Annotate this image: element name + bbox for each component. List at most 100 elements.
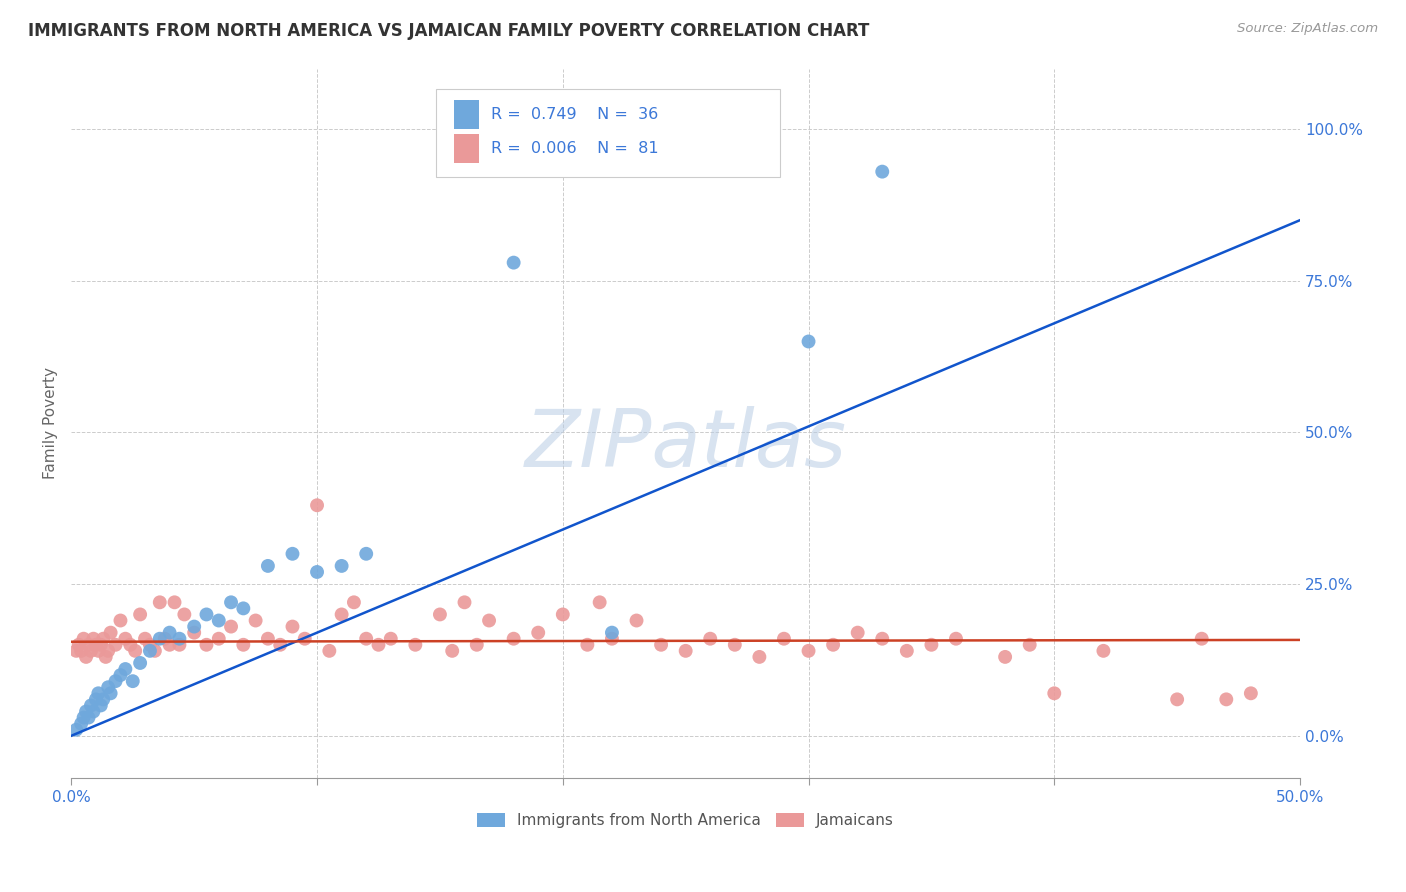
- Point: [797, 334, 820, 349]
- Point: [65, 644, 87, 658]
- Point: [80, 644, 103, 658]
- Point: [94, 649, 117, 664]
- Point: [1166, 692, 1188, 706]
- Point: [91, 692, 114, 706]
- Point: [576, 638, 599, 652]
- Point: [650, 638, 672, 652]
- Point: [129, 607, 152, 622]
- Point: [600, 625, 623, 640]
- Point: [1018, 638, 1040, 652]
- Point: [675, 644, 697, 658]
- Point: [87, 644, 110, 658]
- Point: [84, 692, 107, 706]
- Point: [257, 632, 280, 646]
- Point: [114, 632, 136, 646]
- Point: [441, 644, 464, 658]
- Point: [724, 638, 747, 652]
- Point: [281, 619, 304, 633]
- Point: [797, 644, 820, 658]
- Text: R =  0.749    N =  36: R = 0.749 N = 36: [491, 107, 658, 122]
- Point: [163, 595, 186, 609]
- Point: [343, 595, 366, 609]
- Point: [330, 558, 353, 573]
- Point: [114, 662, 136, 676]
- Point: [100, 625, 122, 640]
- Point: [429, 607, 451, 622]
- Point: [75, 649, 97, 664]
- Point: [124, 644, 146, 658]
- Text: ZIPatlas: ZIPatlas: [524, 406, 846, 483]
- Point: [77, 710, 100, 724]
- Point: [149, 595, 172, 609]
- Point: [465, 638, 488, 652]
- Point: [183, 619, 205, 633]
- Point: [139, 638, 162, 652]
- Point: [404, 638, 426, 652]
- Point: [307, 498, 329, 512]
- Point: [80, 698, 103, 713]
- Point: [354, 632, 377, 646]
- Point: [1240, 686, 1263, 700]
- Point: [626, 614, 648, 628]
- Point: [945, 632, 967, 646]
- Point: [183, 625, 205, 640]
- Point: [110, 614, 132, 628]
- Point: [91, 632, 114, 646]
- Point: [1191, 632, 1213, 646]
- Point: [129, 656, 152, 670]
- Point: [219, 619, 242, 633]
- Point: [330, 607, 353, 622]
- Point: [208, 632, 231, 646]
- Point: [169, 638, 191, 652]
- Y-axis label: Family Poverty: Family Poverty: [44, 368, 58, 479]
- Point: [846, 625, 869, 640]
- Point: [823, 638, 845, 652]
- Point: [994, 649, 1017, 664]
- Point: [173, 607, 195, 622]
- Point: [551, 607, 574, 622]
- Point: [82, 632, 104, 646]
- Point: [72, 710, 94, 724]
- Point: [153, 632, 176, 646]
- Point: [380, 632, 402, 646]
- Point: [502, 632, 524, 646]
- Point: [143, 644, 166, 658]
- Point: [748, 649, 770, 664]
- Point: [149, 632, 172, 646]
- Point: [169, 632, 191, 646]
- Point: [104, 674, 127, 689]
- Point: [245, 614, 267, 628]
- Point: [90, 698, 112, 713]
- Point: [121, 674, 143, 689]
- Text: Source: ZipAtlas.com: Source: ZipAtlas.com: [1237, 22, 1378, 36]
- Point: [896, 644, 918, 658]
- Point: [294, 632, 316, 646]
- Point: [318, 644, 340, 658]
- Point: [232, 638, 254, 652]
- Point: [67, 638, 90, 652]
- Point: [120, 638, 142, 652]
- Point: [110, 668, 132, 682]
- Point: [159, 625, 181, 640]
- Point: [104, 638, 127, 652]
- Point: [208, 614, 231, 628]
- Point: [870, 164, 893, 178]
- Point: [870, 632, 893, 646]
- Point: [453, 595, 475, 609]
- Point: [367, 638, 389, 652]
- Point: [77, 638, 100, 652]
- Point: [1215, 692, 1237, 706]
- Point: [97, 680, 120, 694]
- Point: [72, 632, 94, 646]
- Point: [920, 638, 942, 652]
- Point: [232, 601, 254, 615]
- Point: [195, 638, 218, 652]
- Point: [75, 705, 97, 719]
- Point: [257, 558, 280, 573]
- Point: [281, 547, 304, 561]
- Point: [134, 632, 156, 646]
- Point: [159, 638, 181, 652]
- Point: [307, 565, 329, 579]
- Legend: Immigrants from North America, Jamaicans: Immigrants from North America, Jamaicans: [471, 806, 900, 834]
- Point: [1043, 686, 1066, 700]
